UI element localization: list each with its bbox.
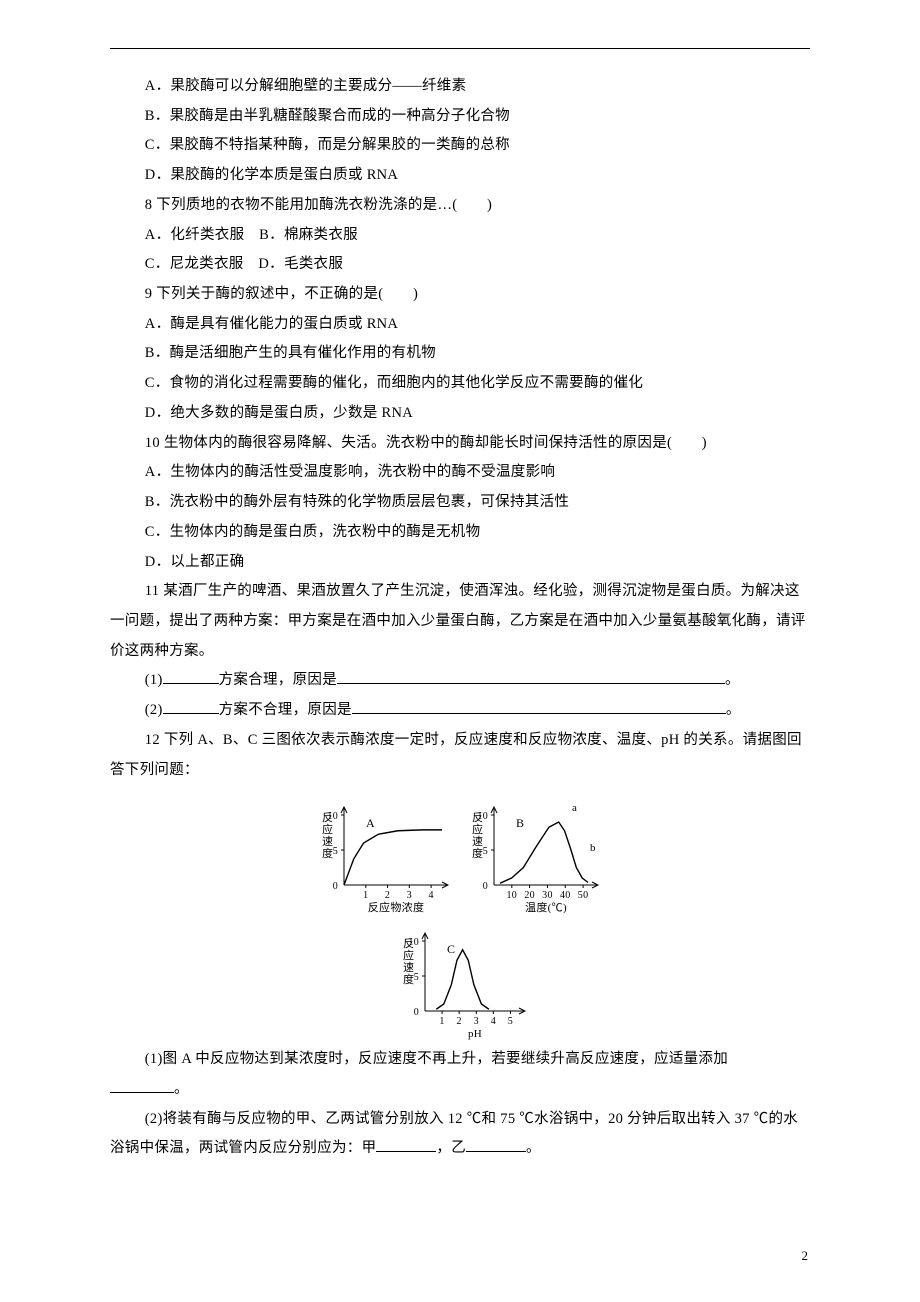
question-8: 8 下列质地的衣物不能用加酶洗衣粉洗涤的是…( ) <box>110 191 810 221</box>
svg-text:反应物浓度: 反应物浓度 <box>368 900 425 914</box>
page: A．果胶酶可以分解细胞壁的主要成分——纤维素 B．果胶酶是由半乳糖醛酸聚合而成的… <box>0 0 920 1302</box>
blank-input[interactable] <box>352 699 726 715</box>
blank-input[interactable] <box>163 669 219 685</box>
svg-text:3: 3 <box>407 890 412 901</box>
svg-text:40: 40 <box>560 890 571 901</box>
question-11: 11 某酒厂生产的啤酒、果酒放置久了产生沉淀，使酒浑浊。经化验，测得沉淀物是蛋白… <box>110 577 810 666</box>
svg-text:5: 5 <box>333 846 338 857</box>
svg-text:5: 5 <box>508 1016 513 1027</box>
option-a-10: A．生物体内的酶活性受温度影响，洗衣粉中的酶不受温度影响 <box>110 458 810 488</box>
q12-1-suffix: 。 <box>174 1081 189 1097</box>
question-12: 12 下列 A、B、C 三图依次表示酶浓度一定时，反应速度和反应物浓度、温度、p… <box>110 726 810 785</box>
svg-text:1: 1 <box>363 890 368 901</box>
blank-input[interactable] <box>466 1137 526 1153</box>
svg-text:5: 5 <box>483 846 488 857</box>
option-a-9: A．酶是具有催化能力的蛋白质或 RNA <box>110 310 810 340</box>
svg-text:温度(℃): 温度(℃) <box>525 900 567 914</box>
q12-1: (1)图 A 中反应物达到某浓度时，反应速度不再上升，若要继续升高反应速度，应适… <box>110 1045 810 1075</box>
q12-2-b: ，乙 <box>436 1140 466 1156</box>
charts-container: 反应速度05101234反应物浓度A反应速度05101020304050温度(℃… <box>110 791 810 1043</box>
option-a-7: A．果胶酶可以分解细胞壁的主要成分——纤维素 <box>110 72 810 102</box>
svg-text:应: 应 <box>472 822 483 836</box>
option-b-9: B．酶是活细胞产生的具有催化作用的有机物 <box>110 339 810 369</box>
q11-1-mid: 方案合理，原因是 <box>219 672 337 688</box>
svg-text:3: 3 <box>474 1016 479 1027</box>
svg-text:0: 0 <box>483 881 488 892</box>
svg-text:10: 10 <box>408 937 419 948</box>
svg-text:30: 30 <box>542 890 553 901</box>
svg-text:10: 10 <box>327 811 338 822</box>
option-b-7: B．果胶酶是由半乳糖醛酸聚合而成的一种高分子化合物 <box>110 102 810 132</box>
blank-input[interactable] <box>376 1137 436 1153</box>
blank-input[interactable] <box>163 699 219 715</box>
option-d-9: D．绝大多数的酶是蛋白质，少数是 RNA <box>110 399 810 429</box>
blank-input[interactable] <box>337 669 725 685</box>
svg-text:B: B <box>516 816 524 830</box>
svg-text:4: 4 <box>491 1016 496 1027</box>
svg-text:4: 4 <box>428 890 433 901</box>
svg-text:A: A <box>366 816 375 830</box>
option-c-9: C．食物的消化过程需要酶的催化，而细胞内的其他化学反应不需要酶的催化 <box>110 369 810 399</box>
svg-text:50: 50 <box>578 890 589 901</box>
svg-text:pH: pH <box>468 1028 482 1040</box>
q11-2-mid: 方案不合理，原因是 <box>219 702 352 718</box>
blank-input[interactable] <box>110 1077 174 1093</box>
page-number: 2 <box>802 1248 809 1264</box>
svg-text:应: 应 <box>322 822 333 836</box>
svg-text:20: 20 <box>524 890 535 901</box>
option-d-7: D．果胶酶的化学本质是蛋白质或 RNA <box>110 161 810 191</box>
svg-text:速: 速 <box>322 835 333 848</box>
q11-1-suffix: 。 <box>725 672 740 688</box>
q11-2-prefix: (2) <box>145 702 163 718</box>
svg-text:度: 度 <box>403 972 414 986</box>
chart-row-1: 反应速度05101234反应物浓度A反应速度05101020304050温度(℃… <box>310 791 610 917</box>
q11-1-prefix: (1) <box>145 672 163 688</box>
q12-1-cont: 。 <box>110 1075 810 1105</box>
question-9: 9 下列关于酶的叙述中，不正确的是( ) <box>110 280 810 310</box>
svg-text:速: 速 <box>403 961 414 974</box>
q12-1-text: (1)图 A 中反应物达到某浓度时，反应速度不再上升，若要继续升高反应速度，应适… <box>145 1051 728 1067</box>
svg-text:速: 速 <box>472 835 483 848</box>
q12-2-c: 。 <box>526 1140 541 1156</box>
q11-2-suffix: 。 <box>726 702 741 718</box>
svg-text:2: 2 <box>457 1016 462 1027</box>
top-rule <box>110 48 810 49</box>
option-c-10: C．生物体内的酶是蛋白质，洗衣粉中的酶是无机物 <box>110 518 810 548</box>
svg-text:C: C <box>447 942 455 956</box>
svg-text:5: 5 <box>414 972 419 983</box>
svg-text:10: 10 <box>507 890 518 901</box>
svg-text:2: 2 <box>385 890 390 901</box>
svg-text:度: 度 <box>322 846 333 860</box>
option-cd-8: C．尼龙类衣服 D．毛类衣服 <box>110 250 810 280</box>
option-d-10: D．以上都正确 <box>110 548 810 578</box>
option-c-7: C．果胶酶不特指某种酶，而是分解果胶的一类酶的总称 <box>110 131 810 161</box>
document-body: A．果胶酶可以分解细胞壁的主要成分——纤维素 B．果胶酶是由半乳糖醛酸聚合而成的… <box>110 60 810 1164</box>
q11-blank-1: (1) 方案合理，原因是 。 <box>110 666 810 696</box>
option-b-10: B．洗衣粉中的酶外层有特殊的化学物质层层包裹，可保持其活性 <box>110 488 810 518</box>
q11-blank-2: (2) 方案不合理，原因是 。 <box>110 696 810 726</box>
q12-2: (2)将装有酶与反应物的甲、乙两试管分别放入 12 ℃和 75 ℃水浴锅中，20… <box>110 1105 810 1164</box>
svg-text:应: 应 <box>403 948 414 962</box>
svg-text:度: 度 <box>472 846 483 860</box>
svg-text:10: 10 <box>477 811 488 822</box>
question-10: 10 生物体内的酶很容易降解、失活。洗衣粉中的酶却能长时间保持活性的原因是( ) <box>110 429 810 459</box>
option-ab-8: A．化纤类衣服 B．棉麻类衣服 <box>110 221 810 251</box>
svg-text:0: 0 <box>333 881 338 892</box>
chart-row-2: 反应速度051012345pHC <box>385 917 535 1043</box>
svg-text:0: 0 <box>414 1007 419 1018</box>
svg-text:a: a <box>572 802 577 814</box>
svg-text:1: 1 <box>439 1016 444 1027</box>
svg-text:b: b <box>590 842 596 854</box>
